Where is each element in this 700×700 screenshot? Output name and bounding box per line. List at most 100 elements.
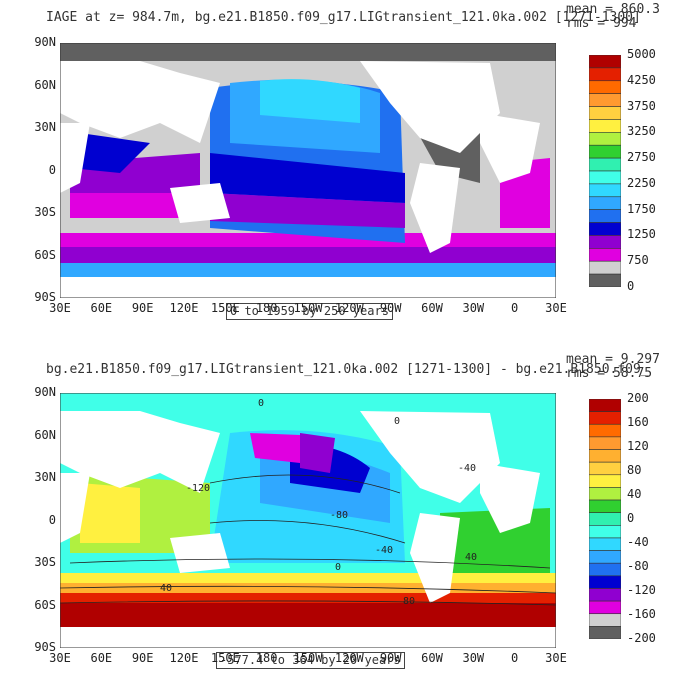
panel2-colorbar-label: -40 [627,535,649,549]
map1-antarctica [60,277,556,298]
panel2-colorbar-swatch [589,626,621,639]
panel2-lat-label: 90S [34,640,56,654]
map2-npac-purple [300,433,335,473]
panel2-lon-label: 120W [334,651,364,665]
panel1-colorbar-swatch [589,119,621,133]
panel1-lon-label: 60W [421,301,443,315]
map2-so-orange [60,583,556,593]
map1-pac-purple [210,193,405,228]
panel2-colorbar-swatch [589,399,621,412]
panel1-lon-label: 30E [49,301,71,315]
panel1-colorbar-swatch [589,235,621,249]
panel1-lat-label: 90S [34,290,56,304]
panel2-colorbar-label: -200 [627,631,656,645]
map1-pac-deepblue [210,153,405,203]
map2-africa-west [60,473,90,543]
panel2-colorbar-swatch [589,436,621,450]
map2-contour-d [60,585,556,594]
panel2-colorbar-label: 40 [627,487,642,501]
map1-arctic-band [60,43,556,61]
panel2-lat-label: 90N [34,385,56,399]
contour-label: -40 [375,545,394,556]
panel1-lon-label: 60E [90,301,113,315]
panel2-colorbar-swatch [589,525,621,539]
panel2-lat-label: 60S [34,597,56,612]
map1-north-america [360,61,500,153]
panel2-lat-label: 30N [34,470,56,484]
panel2-colorbar-swatch [589,499,621,513]
panel2-colorbar-swatch [589,411,621,425]
map2-npac-magenta [250,433,300,463]
map2-contour-e [60,600,556,606]
map1-npac-cyan [260,79,360,123]
map1-indian-blue [70,133,150,173]
panel2-colorbar-label: 160 [627,415,649,429]
map2-north-america [360,411,500,503]
panel2-colorbar-swatch [589,562,621,577]
map1-africa [480,113,540,183]
map2-so-red [60,603,556,627]
panel2-colorbar-swatch [589,449,621,463]
panel1-colorbar-swatch [589,93,621,107]
map1-eurasia [60,61,220,143]
panel1-mean: mean = 860.3 [566,2,660,17]
map2-south-america [410,513,460,603]
panel1-title: IAGE at z= 984.7m, bg.e21.B1850.f09_g17.… [46,10,641,25]
panel2-lat-label: 0 [48,512,56,527]
panel1-colorbar-swatch [589,183,621,198]
panel1-colorbar-swatch [589,248,621,262]
panel1-colorbar-swatch [589,260,621,275]
panel1-colorbar-swatch [589,209,621,223]
contour-label: -80 [330,510,349,521]
panel2-range: -577.4 to 364 by 20 years [216,652,405,669]
panel2-colorbar-swatch [589,613,621,627]
panel2-lon-label: 90E [131,651,154,665]
panel2-colorbar-label: 0 [627,511,635,525]
map2-so-darkorange [60,593,556,603]
panel1-lat-label: 60S [34,247,56,262]
map1-australia [170,183,230,223]
contour-label: 80 [403,596,416,607]
panel1-lon-label: 90E [131,301,154,315]
map2-contour-a [209,474,401,494]
panel1-colorbar-label: 750 [627,253,649,268]
panel2-colorbar-label: -80 [627,559,649,573]
panel1-colorbar-label: 5000 [627,47,656,61]
panel1-colorbar-label: 2250 [627,175,656,190]
panel2-lon-label: 60W [421,651,443,665]
panel2-colorbar [589,399,621,639]
panel2-colorbar-swatch [589,600,621,615]
map1-africa-west [60,123,90,193]
panel1-colorbar-label: 1250 [627,227,656,242]
panel1-lon-label: 120E [169,301,199,315]
panel2-colorbar-swatch [589,575,621,589]
panel2-colorbar-swatch [589,512,621,526]
contour-label: 0 [335,562,342,573]
panel1-colorbar-label: 0 [627,279,635,293]
panel2-colorbar-swatch [589,487,621,501]
panel2-map [60,393,556,648]
panel1-colorbar-swatch [589,196,621,210]
contour-label: 40 [465,552,478,563]
panel2-rms: rms = 58.75 [566,366,653,381]
panel1-colorbar-swatch [589,144,621,159]
map1-so-purple [60,247,556,263]
panel1-colorbar-label: 4250 [627,72,656,87]
map2-indian-yellow [80,483,140,543]
panel2-lon-label: 90W [379,651,402,665]
panel2-lat-label: 60N [34,427,56,442]
map2-africa [480,463,540,533]
panel1-lon-label: 30E [545,301,567,315]
panel1-lon-label: 180 [255,301,278,315]
panel2-lon-label: 120E [169,651,199,665]
map2-contour-c [69,558,551,569]
panel1-lon-label: 90W [379,301,402,315]
panel1-lon-label: 120W [334,301,364,315]
panel1-colorbar-swatch [589,106,621,120]
map1-south-america [410,163,460,253]
panel2-colorbar-swatch [589,423,621,438]
panel2-colorbar-swatch [589,550,621,564]
panel1-rms: rms = 994 [566,16,637,31]
panel1-colorbar-label: 3750 [627,98,656,113]
panel1-lat-label: 90N [34,35,56,49]
